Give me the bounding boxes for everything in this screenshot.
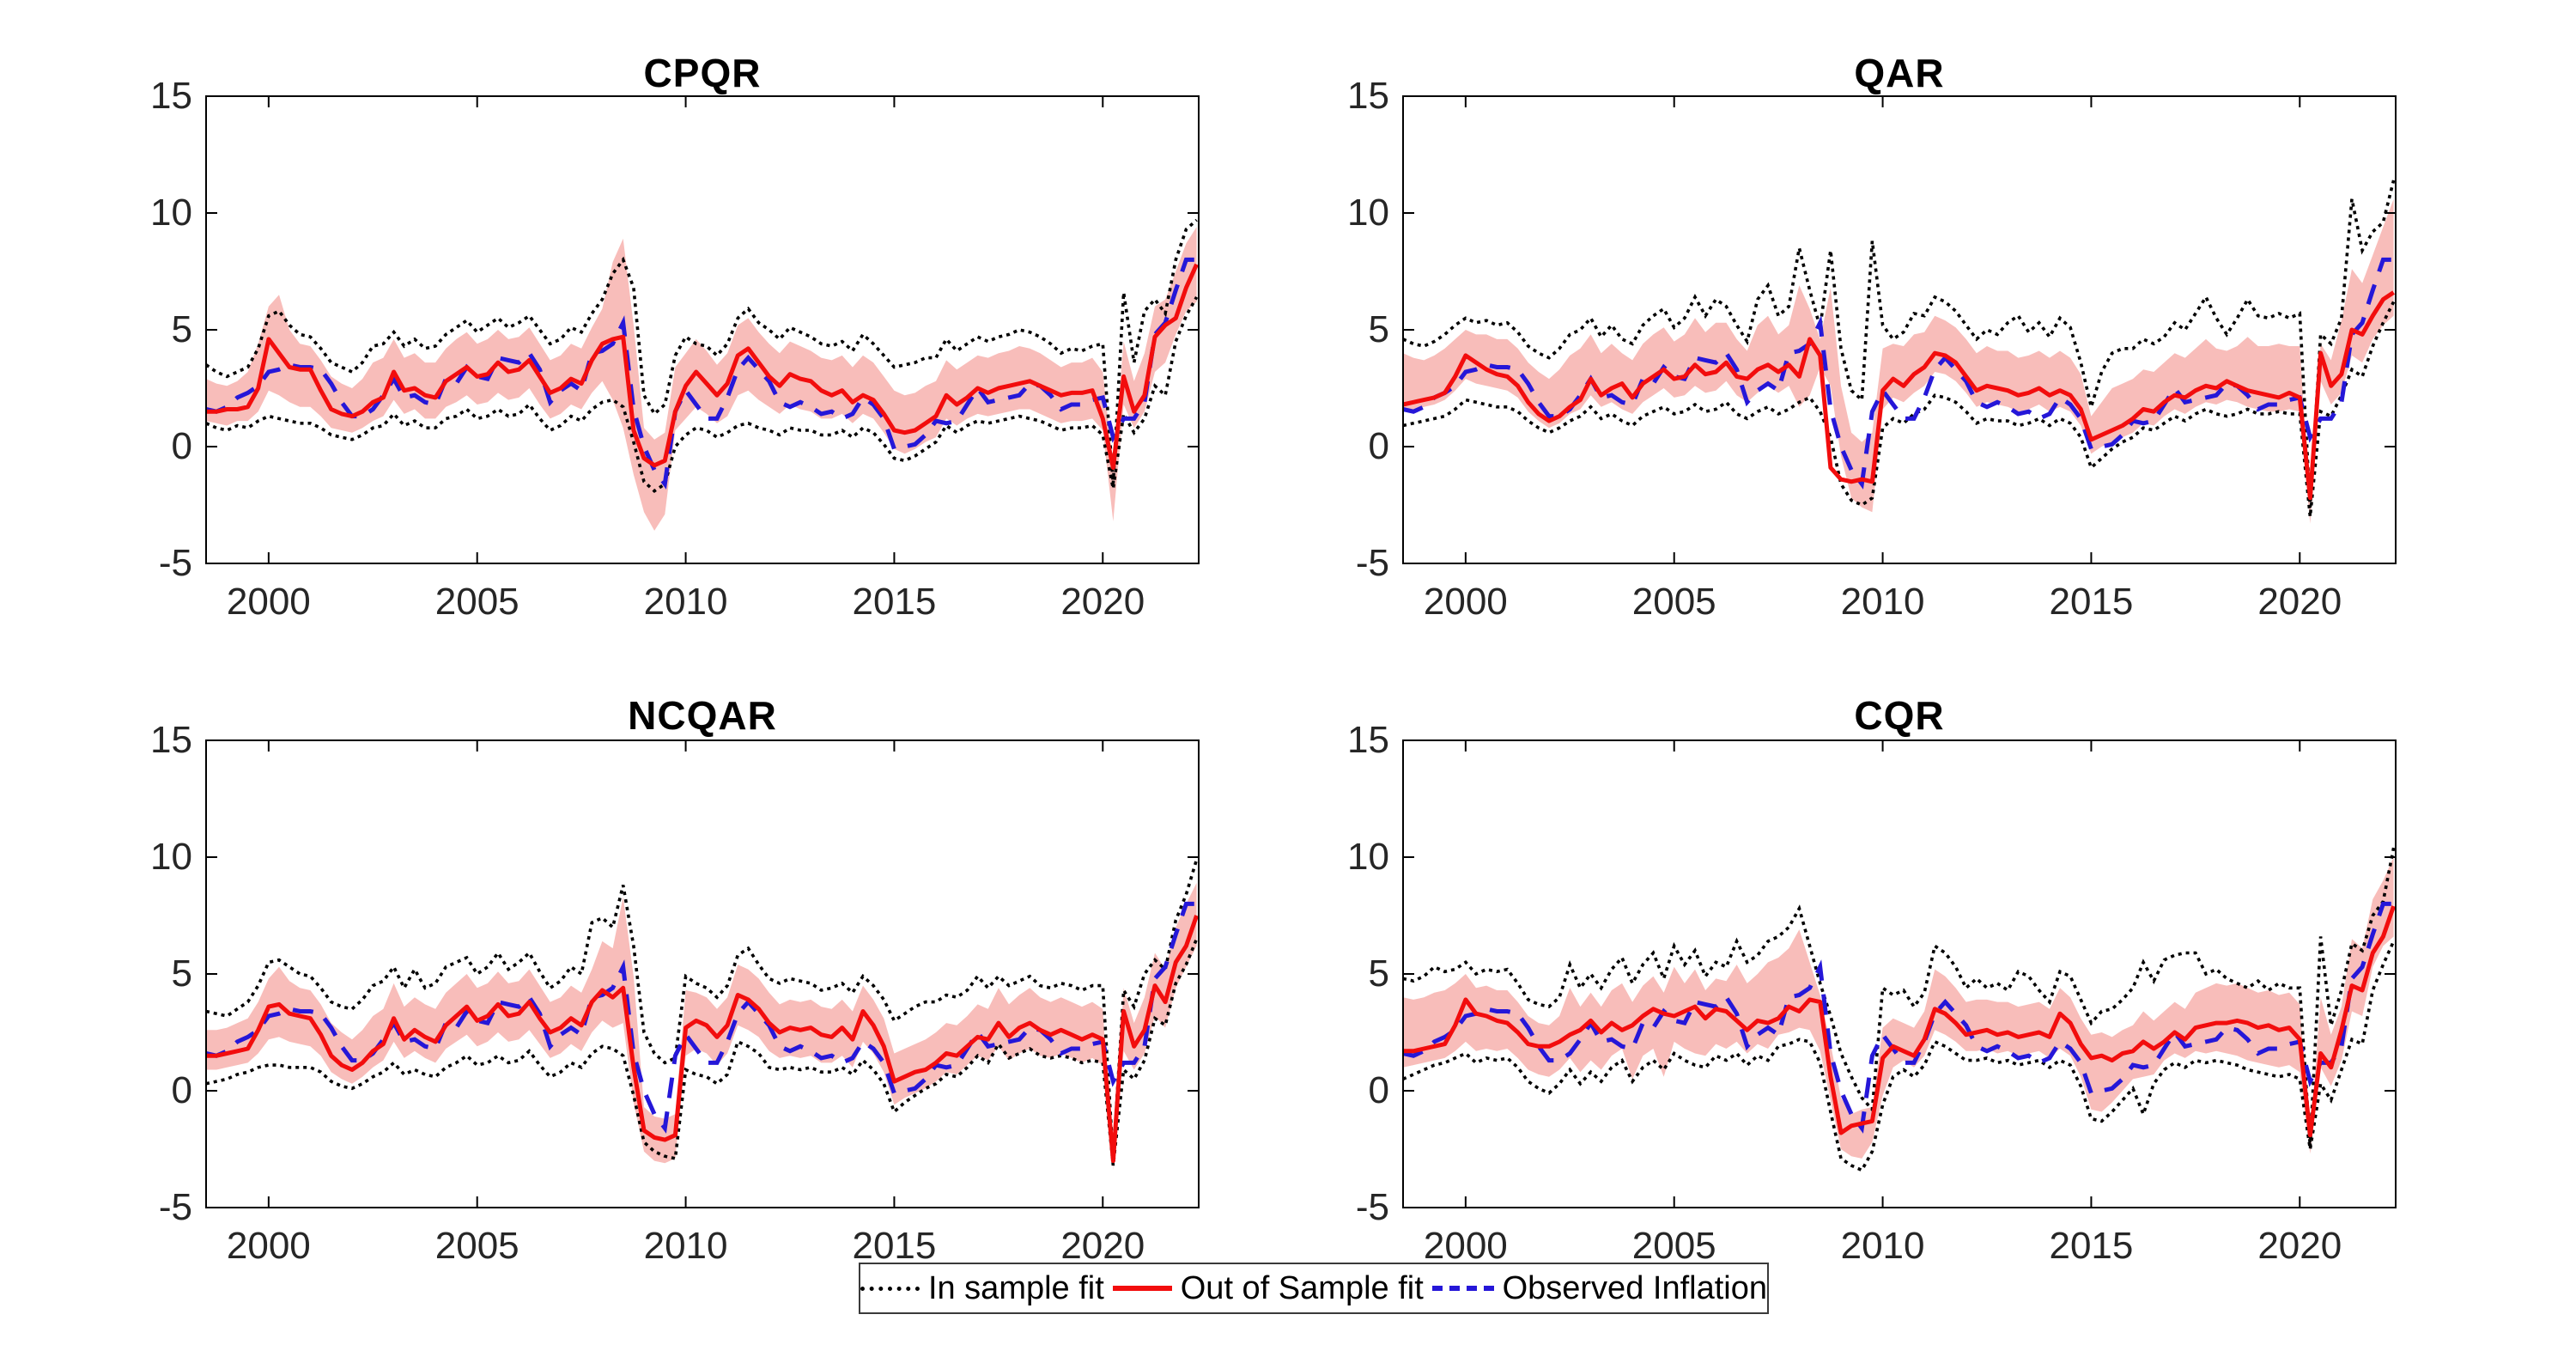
confidence-band <box>1403 857 2394 1159</box>
panel-title-qar: QAR <box>1854 51 1945 95</box>
y-tick-label: 0 <box>1368 1069 1389 1111</box>
y-tick-label: 15 <box>150 75 192 117</box>
in-sample-lower-line <box>1402 301 2396 517</box>
y-tick-label: -5 <box>158 1186 192 1228</box>
y-tick-label: -5 <box>158 542 192 584</box>
y-tick-label: 0 <box>171 1069 192 1111</box>
y-tick-label: -5 <box>1355 1186 1389 1228</box>
x-tick-label: 2015 <box>852 581 937 623</box>
x-tick-label: 2010 <box>643 1225 728 1267</box>
y-tick-label: 15 <box>1347 719 1389 761</box>
in-sample-line-icon <box>860 1286 920 1291</box>
y-tick-label: 0 <box>171 425 192 467</box>
x-tick-label: 2000 <box>1423 1225 1508 1267</box>
observed-inflation-line <box>205 257 1197 490</box>
in-sample-lower-line <box>205 296 1199 493</box>
x-tick-label: 2015 <box>852 1225 937 1267</box>
y-tick-label: 10 <box>1347 192 1389 234</box>
legend-label-in-sample: In sample fit <box>927 1269 1104 1306</box>
y-tick-label: 15 <box>150 719 192 761</box>
out-of-sample-line <box>206 263 1199 470</box>
in-sample-upper-line <box>1402 847 2396 1147</box>
x-tick-label: 2010 <box>643 581 728 623</box>
axis-box <box>205 95 1200 564</box>
y-tick-label: 5 <box>171 952 192 995</box>
y-tick-label: 10 <box>150 192 192 234</box>
out-of-sample-line <box>1403 905 2396 1138</box>
panel-title-cpqr: CPQR <box>643 51 762 95</box>
panel-title-ncqar: NCQAR <box>628 693 777 738</box>
x-tick-label: 2020 <box>2257 581 2342 623</box>
x-tick-label: 2015 <box>2049 1225 2134 1267</box>
x-tick-label: 2020 <box>2257 1225 2342 1267</box>
panel-title-cqr: CQR <box>1854 693 1945 738</box>
x-tick-label: 2005 <box>1631 1225 1716 1267</box>
in-sample-lower-line <box>1402 940 2396 1172</box>
axis-box <box>1402 95 2397 564</box>
x-tick-label: 2005 <box>1631 581 1716 623</box>
in-sample-lower-line <box>205 938 1199 1166</box>
confidence-band <box>206 882 1197 1171</box>
out-of-sample-line <box>206 915 1199 1164</box>
in-sample-upper-line <box>204 218 1198 484</box>
observed-inflation-line <box>1402 901 2394 1134</box>
x-tick-label: 2005 <box>434 581 519 623</box>
y-tick-label: 15 <box>1347 75 1389 117</box>
y-tick-label: 10 <box>1347 836 1389 878</box>
legend-label-observed: Observed Inflation <box>1502 1269 1767 1306</box>
x-tick-label: 2005 <box>434 1225 519 1267</box>
y-tick-label: 0 <box>1368 425 1389 467</box>
y-tick-label: 5 <box>1368 952 1389 995</box>
y-tick-label: -5 <box>1355 542 1389 584</box>
y-tick-label: 5 <box>171 308 192 350</box>
out-of-sample-line <box>1402 290 2395 501</box>
legend: In sample fit Out of Sample fit Observed… <box>859 1263 1769 1314</box>
x-tick-label: 2010 <box>1840 1225 1925 1267</box>
x-tick-label: 2000 <box>1423 581 1508 623</box>
axis-box <box>205 739 1200 1208</box>
y-tick-label: 10 <box>150 836 192 878</box>
x-tick-label: 2015 <box>2049 581 2134 623</box>
observed-inflation-line-icon <box>1431 1286 1494 1291</box>
y-tick-label: 5 <box>1368 308 1389 350</box>
x-tick-label: 2010 <box>1840 581 1925 623</box>
legend-label-out-of-sample: Out of Sample fit <box>1180 1269 1424 1306</box>
x-tick-label: 2020 <box>1060 581 1145 623</box>
confidence-band <box>1403 198 2394 524</box>
x-tick-label: 2000 <box>226 1225 311 1267</box>
x-tick-label: 2020 <box>1060 1225 1145 1267</box>
out-of-sample-line-icon <box>1112 1286 1172 1291</box>
x-tick-label: 2000 <box>226 581 311 623</box>
axis-box <box>1402 739 2397 1208</box>
